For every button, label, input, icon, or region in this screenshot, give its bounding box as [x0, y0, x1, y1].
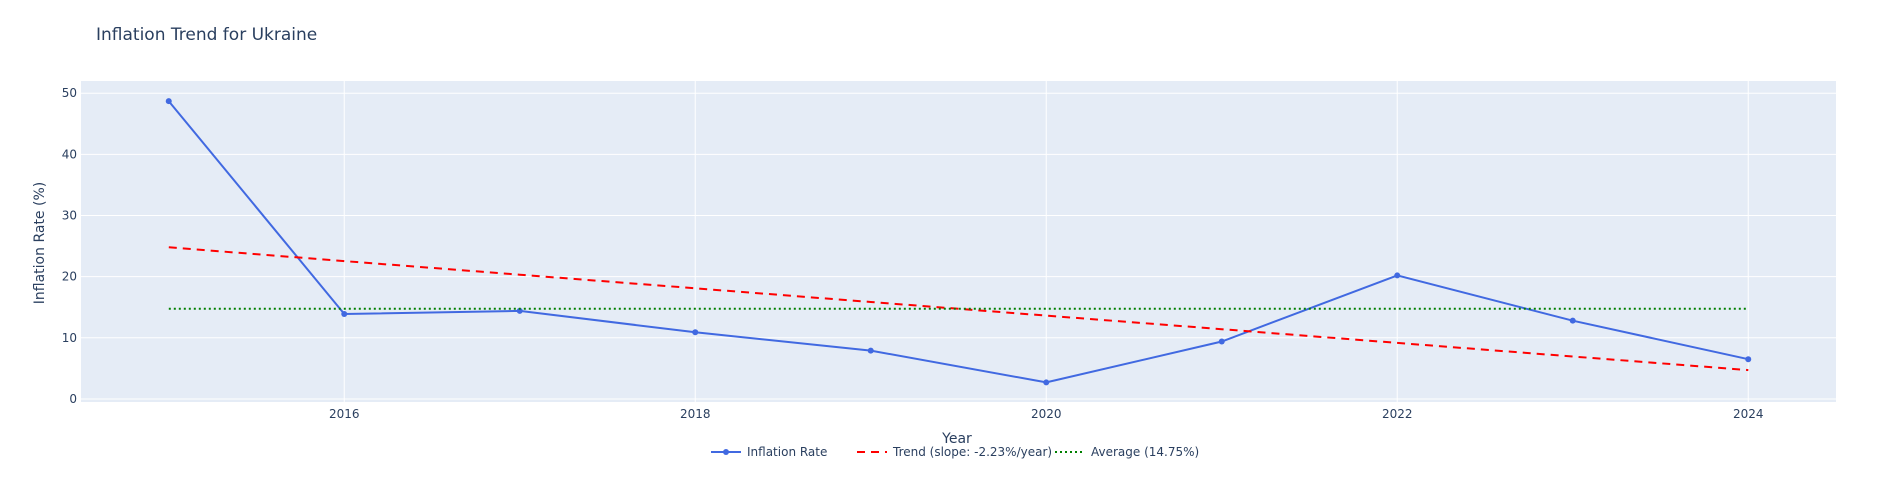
legend-label: Trend (slope: -2.23%/year): [892, 445, 1052, 459]
legend-marker: [723, 449, 729, 455]
data-point: [1394, 272, 1401, 279]
data-point: [516, 307, 523, 314]
legend-label: Inflation Rate: [747, 445, 827, 459]
y-tick-label: 10: [62, 331, 77, 345]
tick-labels: 0 10 20 30 40 50 2016 2018 2020 2022 2024: [62, 86, 1764, 421]
x-tick-label: 2018: [680, 407, 711, 421]
x-axis-label: Year: [941, 431, 972, 447]
data-point: [692, 329, 699, 336]
legend: Inflation Rate Trend (slope: -2.23%/year)…: [711, 445, 1199, 459]
grid-lines: [81, 81, 1836, 402]
data-point: [1745, 356, 1752, 363]
y-tick-label: 30: [62, 209, 77, 223]
legend-label: Average (14.75%): [1091, 445, 1199, 459]
data-point: [341, 310, 348, 317]
data-point: [1043, 379, 1050, 386]
data-point: [1218, 338, 1225, 345]
data-point: [867, 347, 874, 354]
x-tick-label: 2020: [1031, 407, 1062, 421]
chart-title: Inflation Trend for Ukraine: [96, 25, 317, 45]
inflation-rate-line: [168, 100, 1749, 384]
x-tick-label: 2022: [1382, 407, 1413, 421]
trend-line: [168, 246, 1749, 372]
y-tick-label: 20: [62, 270, 77, 284]
plot-area: [81, 81, 1836, 402]
data-point: [1569, 317, 1576, 324]
y-tick-label: 50: [62, 86, 77, 100]
x-tick-label: 2024: [1733, 407, 1764, 421]
y-tick-label: 0: [69, 392, 77, 406]
y-tick-label: 40: [62, 147, 77, 161]
data-point: [165, 98, 172, 105]
y-axis-label: Inflation Rate (%): [32, 182, 48, 304]
series-layer: [165, 98, 1752, 386]
x-tick-label: 2016: [329, 407, 360, 421]
